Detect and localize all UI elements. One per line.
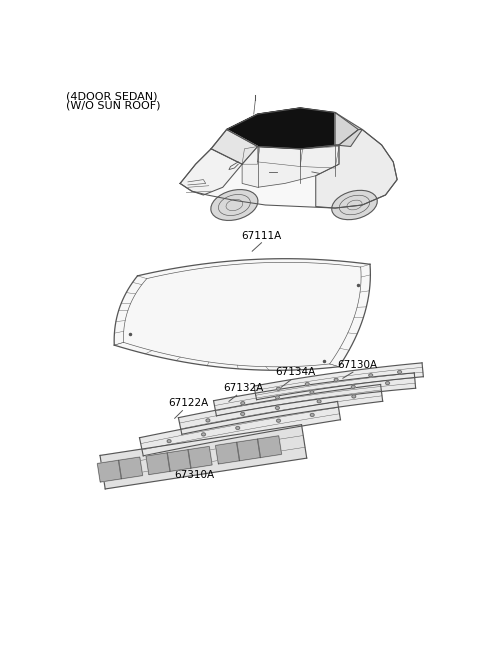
- Ellipse shape: [202, 433, 205, 436]
- Polygon shape: [227, 108, 359, 149]
- Text: 67130A: 67130A: [337, 359, 378, 370]
- Ellipse shape: [351, 385, 355, 388]
- Ellipse shape: [206, 419, 210, 422]
- Ellipse shape: [369, 374, 372, 377]
- Polygon shape: [335, 113, 362, 146]
- Polygon shape: [167, 449, 191, 472]
- Polygon shape: [100, 424, 307, 489]
- Polygon shape: [180, 108, 397, 208]
- Polygon shape: [188, 447, 212, 468]
- Ellipse shape: [167, 440, 171, 443]
- Ellipse shape: [310, 413, 314, 417]
- Polygon shape: [216, 442, 240, 464]
- Ellipse shape: [276, 419, 280, 422]
- Ellipse shape: [334, 379, 338, 381]
- Ellipse shape: [211, 190, 258, 220]
- Ellipse shape: [241, 401, 245, 405]
- Ellipse shape: [276, 396, 279, 399]
- Text: 67111A: 67111A: [241, 231, 282, 241]
- Polygon shape: [140, 401, 340, 456]
- Text: 67122A: 67122A: [168, 398, 209, 408]
- Ellipse shape: [305, 382, 309, 386]
- Ellipse shape: [310, 391, 314, 394]
- Polygon shape: [211, 129, 258, 164]
- Polygon shape: [254, 363, 423, 400]
- Polygon shape: [242, 145, 339, 188]
- Ellipse shape: [317, 400, 321, 403]
- Polygon shape: [118, 457, 143, 479]
- Ellipse shape: [352, 395, 356, 398]
- Polygon shape: [97, 461, 122, 482]
- Polygon shape: [316, 129, 397, 208]
- Polygon shape: [180, 149, 242, 195]
- Ellipse shape: [276, 406, 279, 409]
- Text: 67132A: 67132A: [223, 383, 263, 393]
- Ellipse shape: [385, 382, 389, 384]
- Polygon shape: [236, 439, 261, 461]
- Text: 67134A: 67134A: [276, 367, 316, 377]
- Ellipse shape: [276, 387, 280, 390]
- Polygon shape: [114, 258, 371, 370]
- Ellipse shape: [397, 371, 402, 373]
- Ellipse shape: [332, 190, 377, 220]
- Ellipse shape: [241, 413, 245, 415]
- Polygon shape: [257, 436, 282, 457]
- Text: (W/O SUN ROOF): (W/O SUN ROOF): [66, 100, 161, 110]
- Polygon shape: [179, 384, 383, 434]
- Ellipse shape: [236, 426, 240, 430]
- Text: 67310A: 67310A: [175, 470, 215, 480]
- Polygon shape: [214, 373, 416, 416]
- Text: (4DOOR SEDAN): (4DOOR SEDAN): [66, 91, 158, 101]
- Polygon shape: [146, 453, 170, 474]
